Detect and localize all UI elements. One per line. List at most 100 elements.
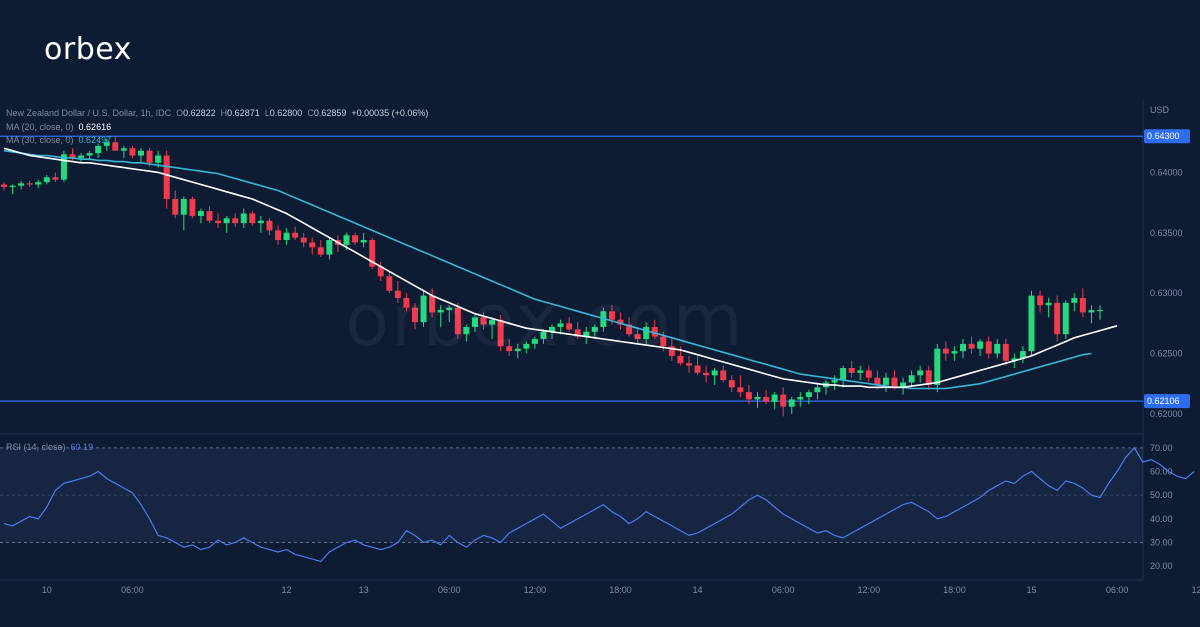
candle-up — [857, 370, 864, 373]
watermark: orbex.com — [345, 278, 745, 362]
candle-down — [129, 148, 136, 156]
ma20-line — [3, 147, 1118, 389]
candle-up — [1045, 302, 1052, 306]
candle-up — [977, 341, 984, 349]
rsi-line — [3, 446, 1195, 563]
currency-label: USD — [1150, 105, 1170, 115]
rsi-value: 60.19 — [70, 442, 94, 452]
candle-up — [540, 331, 547, 340]
candle-up — [1088, 310, 1095, 313]
candle-down — [874, 377, 881, 385]
time-tick-label: 06:00 — [772, 585, 795, 595]
candle-down — [352, 235, 359, 243]
candle-down — [1054, 302, 1061, 335]
candle-up — [463, 326, 470, 335]
candle-down — [686, 363, 692, 366]
candle-down — [737, 387, 744, 393]
candle-down — [52, 177, 59, 180]
candle-up — [240, 213, 247, 224]
ma30-legend: MA (30, close, 0) 0.62497 — [6, 135, 111, 145]
candle-down — [266, 220, 273, 231]
level-label: 0.62106 — [1147, 396, 1180, 406]
candle-up — [1019, 351, 1026, 359]
candle-down — [377, 266, 384, 277]
candle-up — [120, 148, 127, 151]
candle-up — [437, 310, 444, 313]
high-value: 0.62871 — [227, 108, 260, 118]
candle-up — [908, 375, 915, 383]
time-tick-label: 15 — [1026, 585, 1036, 595]
candle-up — [882, 377, 889, 385]
candle-up — [60, 154, 67, 180]
candle-up — [917, 370, 924, 376]
candle-up — [86, 153, 93, 156]
candle-up — [138, 150, 144, 156]
candle-up — [900, 382, 907, 388]
close-label: C — [307, 108, 314, 118]
time-tick-label: 18:00 — [943, 585, 966, 595]
level-badge — [1144, 394, 1190, 409]
candle-down — [968, 343, 975, 349]
price-tick-label: 0.62500 — [1150, 349, 1183, 359]
time-tick-label: 12:00 — [1191, 585, 1200, 595]
candle-down — [163, 155, 170, 199]
candle-up — [446, 307, 453, 311]
candle-down — [865, 370, 872, 378]
candle-up — [95, 145, 102, 154]
candle-down — [69, 154, 76, 158]
candle-up — [420, 295, 427, 323]
candle-down — [574, 329, 581, 337]
candle-down — [300, 237, 307, 243]
rsi-tick-label: 40.00 — [1150, 514, 1173, 524]
time-tick-label: 06:00 — [121, 585, 144, 595]
candle-up — [531, 339, 538, 344]
candle-down — [660, 336, 667, 347]
candle-down — [429, 295, 436, 313]
candle-up — [180, 198, 187, 215]
candle-up — [814, 387, 821, 393]
candle-down — [1037, 295, 1044, 306]
candle-down — [745, 392, 752, 400]
candle-down — [309, 242, 316, 248]
candle-down — [394, 290, 401, 298]
rsi-legend: RSI (14, close) 60.19 — [6, 442, 93, 452]
price-tick-label: 0.64000 — [1150, 167, 1183, 177]
candle-down — [403, 297, 410, 308]
candle-up — [103, 142, 110, 146]
candle-down — [985, 341, 992, 354]
rsi-label: RSI (14, close) — [6, 442, 66, 452]
candle-up — [994, 343, 1001, 354]
candle-down — [891, 377, 898, 388]
candle-up — [591, 326, 598, 332]
candle-up — [583, 331, 590, 337]
candle-up — [257, 220, 264, 224]
price-tick-label: 0.62000 — [1150, 409, 1183, 419]
candle-up — [754, 396, 761, 400]
candle-down — [26, 183, 33, 185]
candle-up — [35, 182, 42, 185]
candle-down — [1079, 297, 1086, 313]
candle-up — [1011, 358, 1018, 361]
candle-down — [480, 317, 487, 325]
candle-up — [471, 317, 478, 327]
candle-up — [549, 326, 555, 332]
candle-down — [317, 247, 324, 255]
symbol-name: New Zealand Dollar / U.S. Dollar, 1h, ID… — [6, 108, 172, 118]
candle-up — [1062, 302, 1069, 335]
time-tick-label: 18:00 — [609, 585, 632, 595]
candle-down — [925, 370, 932, 385]
symbol-legend: New Zealand Dollar / U.S. Dollar, 1h, ID… — [6, 108, 428, 118]
rsi-tick-label: 30.00 — [1150, 538, 1173, 548]
candle-down — [506, 346, 513, 352]
candle-down — [942, 348, 949, 354]
time-tick-label: 06:00 — [438, 585, 461, 595]
time-tick-label: 10 — [42, 585, 52, 595]
candle-down — [703, 372, 710, 376]
candle-down — [694, 365, 701, 373]
level-label: 0.64300 — [1147, 131, 1180, 141]
candle-down — [651, 326, 658, 337]
ma20-label: MA (20, close, 0) — [6, 122, 74, 132]
candle-down — [454, 307, 461, 335]
candle-up — [197, 211, 204, 216]
candle-up — [960, 343, 966, 352]
